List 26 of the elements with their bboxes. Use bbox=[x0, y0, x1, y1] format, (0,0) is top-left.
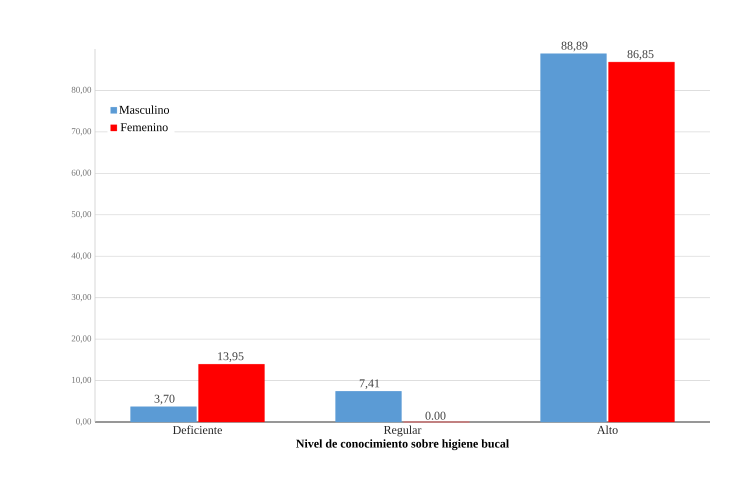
bar bbox=[335, 391, 402, 422]
y-tick-label: 20,00 bbox=[72, 335, 92, 343]
y-tick-label: 70,00 bbox=[72, 128, 92, 136]
y-tick-label: 40,00 bbox=[71, 252, 92, 260]
y-tick-label: 30,00 bbox=[72, 294, 92, 302]
x-tick-label: Deficiente bbox=[172, 426, 222, 434]
x-tick-label: Regular bbox=[384, 426, 422, 436]
legend-label: Masculino bbox=[119, 105, 170, 114]
data-label: 86,85 bbox=[628, 50, 654, 60]
x-axis-title: Nivel de conocimiento sobre higiene bucal bbox=[296, 439, 509, 450]
bar bbox=[130, 406, 197, 422]
y-tick-label: 0,00 bbox=[76, 418, 92, 426]
bar bbox=[608, 62, 675, 422]
data-label: 7,41 bbox=[360, 379, 380, 390]
data-label: 0.00 bbox=[425, 412, 446, 420]
legend-label: Femenino bbox=[120, 123, 168, 132]
data-label: 3,70 bbox=[154, 394, 174, 404]
bar bbox=[540, 53, 607, 422]
data-label: 13,95 bbox=[218, 352, 244, 362]
y-tick-label: 80,00 bbox=[72, 86, 92, 94]
x-tick-label: Alto bbox=[596, 426, 618, 434]
y-tick-label: 50,00 bbox=[72, 211, 92, 218]
y-tick-label: 60,00 bbox=[72, 170, 92, 178]
data-label: 88,89 bbox=[562, 42, 588, 52]
bar bbox=[198, 364, 265, 422]
y-tick-label: 10,00 bbox=[72, 376, 92, 384]
